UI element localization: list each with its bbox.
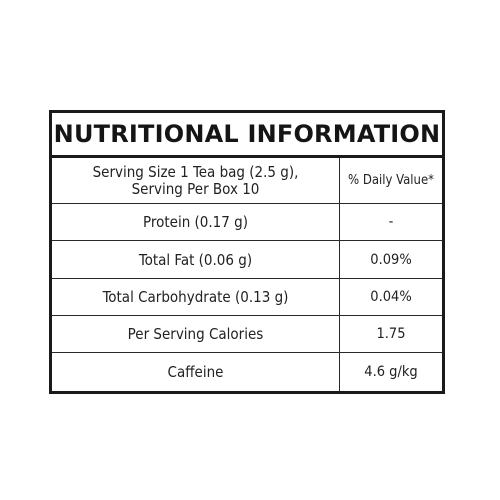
table-title: NUTRITIONAL INFORMATION <box>52 113 442 158</box>
table-row: Caffeine 4.6 g/kg <box>52 353 442 391</box>
row-value: 1.75 <box>376 326 406 342</box>
row-label: Per Serving Calories <box>52 316 340 352</box>
row-label: Total Fat (0.06 g) <box>52 241 340 278</box>
header-row: Serving Size 1 Tea bag (2.5 g), Serving … <box>52 158 442 204</box>
table-row: Total Carbohydrate (0.13 g) 0.04% <box>52 279 442 316</box>
row-value: - <box>388 214 394 230</box>
nutrition-table: NUTRITIONAL INFORMATION Serving Size 1 T… <box>49 110 445 394</box>
serving-size-text: Serving Size 1 Tea bag (2.5 g), <box>92 162 299 181</box>
row-label: Total Carbohydrate (0.13 g) <box>52 279 340 315</box>
row-value: 0.09% <box>370 251 412 268</box>
row-value: 0.04% <box>370 289 412 305</box>
table-row: Per Serving Calories 1.75 <box>52 316 442 353</box>
row-label: Caffeine <box>52 353 340 391</box>
table-row: Total Fat (0.06 g) 0.09% <box>52 241 442 279</box>
daily-value-header: % Daily Value* <box>348 172 434 188</box>
serving-size-header: Serving Size 1 Tea bag (2.5 g), Serving … <box>52 158 340 203</box>
table-row: Protein (0.17 g) - <box>52 204 442 241</box>
row-label: Protein (0.17 g) <box>52 204 340 240</box>
serving-per-box-text: Serving Per Box 10 <box>131 179 260 198</box>
row-value: 4.6 g/kg <box>364 364 418 380</box>
